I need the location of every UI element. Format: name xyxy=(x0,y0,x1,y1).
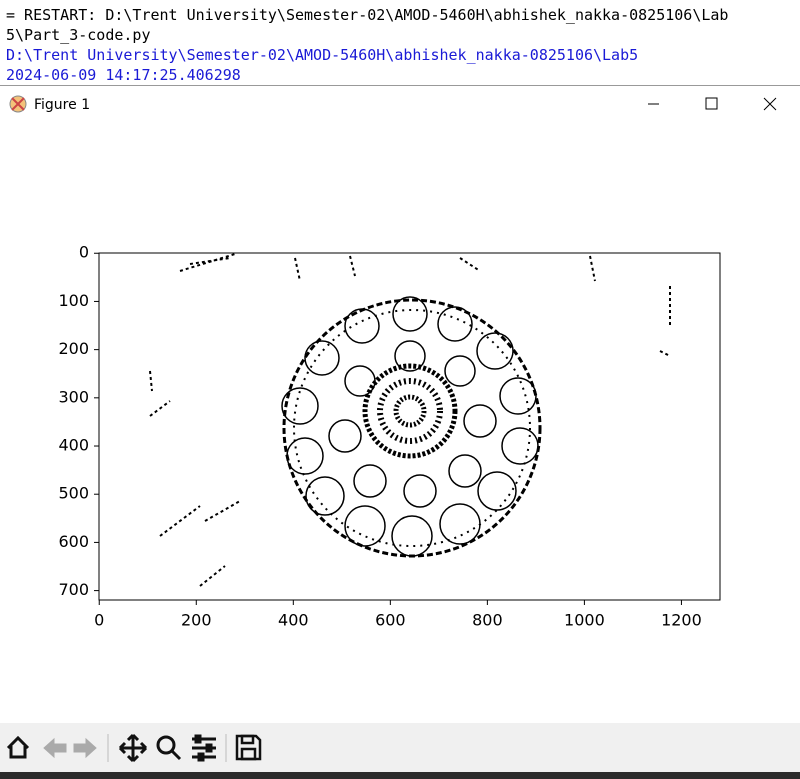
x-tick-label: 1000 xyxy=(564,611,605,630)
x-tick-label: 600 xyxy=(375,611,406,630)
y-tick-label: 300 xyxy=(58,387,89,406)
figure-window: Figure 1 0 200 400 600 800 1000 1 xyxy=(0,86,800,779)
y-tick-label: 700 xyxy=(58,580,89,599)
window-border xyxy=(0,85,800,86)
y-tick-label: 0 xyxy=(79,243,89,262)
console-line: 5\Part_3-code.py xyxy=(6,26,151,44)
y-tick-label: 100 xyxy=(58,291,89,310)
axes-frame xyxy=(98,252,721,601)
save-button[interactable] xyxy=(235,734,262,761)
y-tick-label: 200 xyxy=(58,339,89,358)
zoom-button[interactable] xyxy=(156,735,182,761)
title-bar xyxy=(0,86,800,122)
axes: 0 200 400 600 800 1000 1200 0 100 200 300 400 500 600… xyxy=(58,243,701,630)
taskbar-edge xyxy=(0,772,800,779)
app-icon xyxy=(9,95,27,113)
x-tick-label: 200 xyxy=(181,611,212,630)
configure-button[interactable] xyxy=(192,734,216,762)
close-button[interactable] xyxy=(763,97,777,111)
pan-button[interactable] xyxy=(118,733,148,763)
back-button[interactable] xyxy=(43,737,67,759)
y-tick-label: 500 xyxy=(58,484,89,503)
window-title: Figure 1 xyxy=(34,97,90,113)
console-line: D:\Trent University\Semester-02\AMOD-546… xyxy=(6,46,639,64)
console-line: = RESTART: D:\Trent University\Semester-… xyxy=(6,6,729,24)
image xyxy=(99,253,720,600)
console-line: 2024-06-09 14:17:25.406298 xyxy=(6,66,241,84)
y-tick-label: 600 xyxy=(58,532,89,551)
y-tick-label: 400 xyxy=(58,436,89,455)
x-tick-label: 400 xyxy=(278,611,309,630)
maximize-button[interactable] xyxy=(705,97,718,110)
forward-button[interactable] xyxy=(73,737,97,759)
x-tick-label: 800 xyxy=(472,611,503,630)
shell-output: = RESTART: D:\Trent University\Semester-… xyxy=(0,0,800,86)
x-tick-label: 1200 xyxy=(661,611,702,630)
home-button[interactable] xyxy=(6,735,30,759)
x-tick-label: 0 xyxy=(94,611,104,630)
